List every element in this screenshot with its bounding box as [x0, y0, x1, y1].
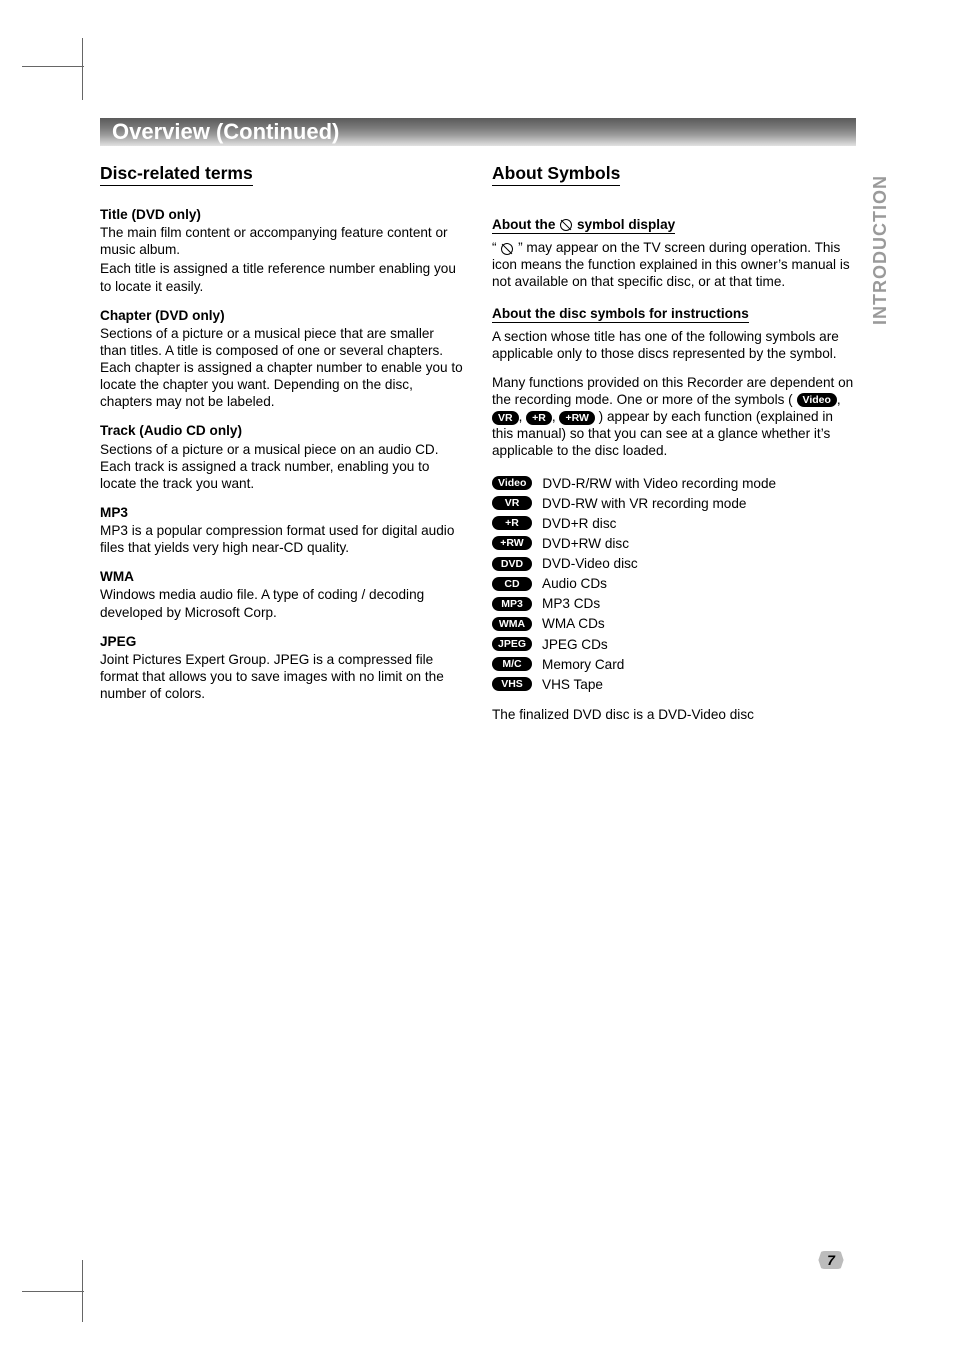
heading-jpeg: JPEG	[100, 633, 464, 650]
crop-mark	[82, 38, 83, 100]
para-symbol-display-pre: “	[492, 240, 500, 255]
legend-label: Memory Card	[542, 656, 624, 673]
pill-plusrw-inline: +RW	[559, 411, 594, 425]
legend-label: DVD-RW with VR recording mode	[542, 495, 746, 512]
heading-chapter: Chapter (DVD only)	[100, 307, 464, 324]
pill-plusr: +R	[492, 516, 532, 530]
heading-mp3: MP3	[100, 504, 464, 521]
prohibit-icon	[560, 219, 572, 231]
left-column: Disc-related terms Title (DVD only) The …	[100, 162, 464, 725]
legend-row: JPEG JPEG CDs	[492, 636, 856, 653]
pill-plusrw: +RW	[492, 536, 532, 550]
para-jpeg: Joint Pictures Expert Group. JPEG is a c…	[100, 651, 464, 702]
legend-row: VR DVD-RW with VR recording mode	[492, 495, 856, 512]
crop-mark	[82, 1260, 83, 1322]
heading-disc-symbols: About the disc symbols for instructions	[492, 305, 749, 323]
heading-about-symbols: About Symbols	[492, 162, 620, 186]
prohibit-icon	[501, 243, 513, 255]
pill-vhs: VHS	[492, 677, 532, 691]
section-side-tab: INTRODUCTION	[870, 175, 896, 325]
para-wma: Windows media audio file. A type of codi…	[100, 586, 464, 620]
page-number: 7	[816, 1251, 846, 1269]
pill-video-inline: Video	[797, 393, 837, 407]
para-mp3: MP3 is a popular compression format used…	[100, 522, 464, 556]
heading-title: Title (DVD only)	[100, 206, 464, 223]
pill-cd: CD	[492, 577, 532, 591]
para-track: Sections of a picture or a musical piece…	[100, 441, 464, 492]
page-number-badge: 7	[816, 1251, 846, 1269]
heading-symbol-display-post: symbol display	[573, 217, 675, 232]
crop-mark	[22, 1291, 84, 1292]
page-root: INTRODUCTION Overview (Continued) Disc-r…	[0, 0, 954, 1351]
heading-symbol-display: About the symbol display	[492, 216, 675, 234]
legend-row: WMA WMA CDs	[492, 615, 856, 632]
right-column: About Symbols About the symbol display “…	[492, 162, 856, 725]
legend-label: WMA CDs	[542, 615, 605, 632]
para-symbol-display-post: ” may appear on the TV screen during ope…	[492, 240, 850, 289]
pill-video: Video	[492, 476, 532, 490]
legend-row: VHS VHS Tape	[492, 676, 856, 693]
para-disc-symbols-1: A section whose title has one of the fol…	[492, 328, 856, 362]
legend-label: DVD-R/RW with Video recording mode	[542, 475, 776, 492]
legend-label: DVD+R disc	[542, 515, 616, 532]
heading-track: Track (Audio CD only)	[100, 422, 464, 439]
legend-row: DVD DVD-Video disc	[492, 555, 856, 572]
legend-label: VHS Tape	[542, 676, 603, 693]
legend-label: MP3 CDs	[542, 595, 600, 612]
para-disc-symbols-2: Many functions provided on this Recorder…	[492, 374, 856, 460]
legend-row: +R DVD+R disc	[492, 515, 856, 532]
legend-row: MP3 MP3 CDs	[492, 595, 856, 612]
legend-row: +RW DVD+RW disc	[492, 535, 856, 552]
para-symbol-display: “ ” may appear on the TV screen during o…	[492, 239, 856, 290]
para-title-1: The main film content or accompanying fe…	[100, 224, 464, 258]
heading-wma: WMA	[100, 568, 464, 585]
pill-jpeg: JPEG	[492, 637, 532, 651]
para-title-2: Each title is assigned a title reference…	[100, 260, 464, 294]
legend-label: Audio CDs	[542, 575, 607, 592]
legend-label: JPEG CDs	[542, 636, 608, 653]
legend-label: DVD-Video disc	[542, 555, 638, 572]
para-chapter: Sections of a picture or a musical piece…	[100, 325, 464, 411]
pill-vr: VR	[492, 496, 532, 510]
heading-symbol-display-pre: About the	[492, 217, 559, 232]
pill-wma: WMA	[492, 617, 532, 631]
legend-row: Video DVD-R/RW with Video recording mode	[492, 475, 856, 492]
content-area: Overview (Continued) Disc-related terms …	[100, 118, 860, 725]
legend-row: M/C Memory Card	[492, 656, 856, 673]
pill-vr-inline: VR	[492, 411, 519, 425]
legend-row: CD Audio CDs	[492, 575, 856, 592]
pill-mc: M/C	[492, 657, 532, 671]
crop-mark	[22, 66, 84, 67]
heading-disc-terms: Disc-related terms	[100, 162, 253, 186]
symbol-legend: VideoDVD-R/RW with Video recording mode …	[492, 475, 856, 693]
para-finalized-note: The finalized DVD disc is a DVD-Video di…	[492, 706, 856, 723]
page-banner: Overview (Continued)	[100, 118, 856, 146]
two-column-layout: Disc-related terms Title (DVD only) The …	[100, 162, 860, 725]
legend-label: DVD+RW disc	[542, 535, 629, 552]
pill-dvd: DVD	[492, 557, 532, 571]
pill-mp3: MP3	[492, 597, 532, 611]
pill-plusr-inline: +R	[526, 411, 552, 425]
